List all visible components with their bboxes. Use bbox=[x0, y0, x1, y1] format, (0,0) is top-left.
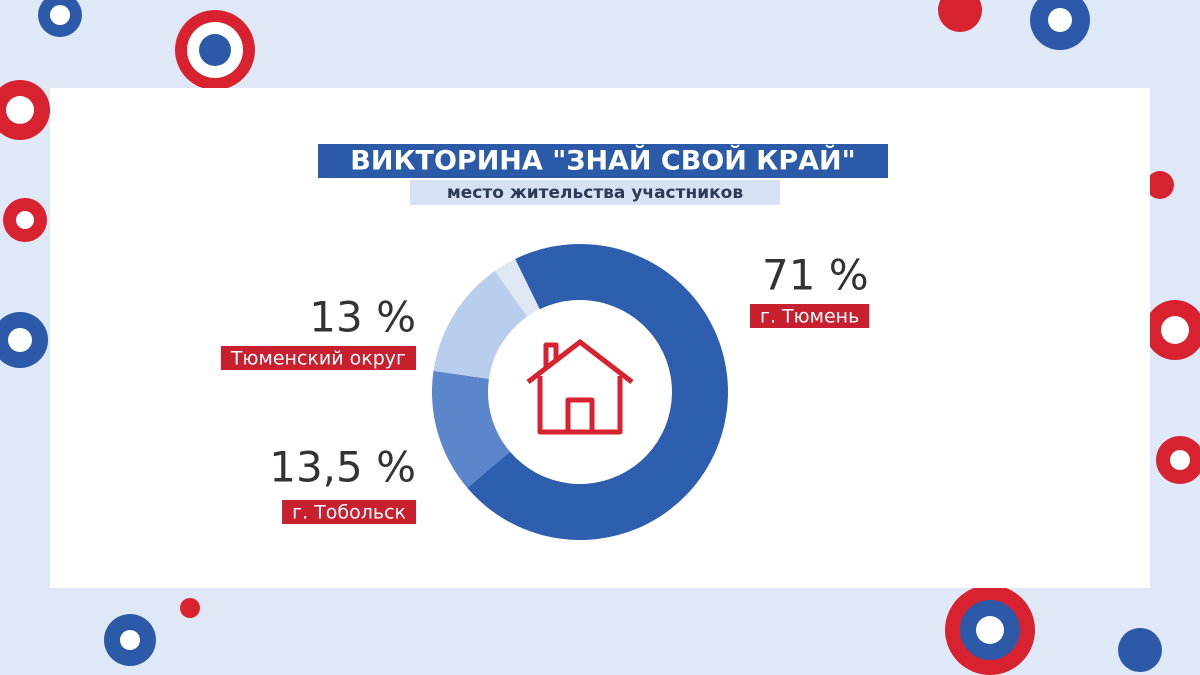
category-label: г. Тюмень bbox=[760, 306, 859, 328]
subtitle-box bbox=[410, 180, 780, 205]
category-label: г. Тобольск bbox=[292, 502, 406, 524]
category-label: Тюменский округ bbox=[230, 348, 406, 370]
donut bbox=[432, 244, 728, 540]
category-box bbox=[282, 500, 416, 524]
value-label: 13 % bbox=[309, 293, 416, 342]
donut-slice bbox=[467, 244, 728, 540]
category-box bbox=[220, 346, 416, 370]
donut-slice bbox=[495, 258, 540, 317]
chart-title: ВИКТОРИНА "ЗНАЙ СВОЙ КРАЙ" bbox=[350, 145, 855, 177]
donut-slice bbox=[433, 270, 528, 379]
value-label: 13,5 % bbox=[269, 443, 416, 492]
value-label: 71 % bbox=[762, 251, 869, 300]
category-box bbox=[750, 304, 870, 328]
house-icon bbox=[526, 339, 634, 435]
title-box bbox=[318, 144, 888, 178]
chart-subtitle: место жительства участников bbox=[447, 183, 743, 203]
donut-slice bbox=[432, 370, 510, 488]
